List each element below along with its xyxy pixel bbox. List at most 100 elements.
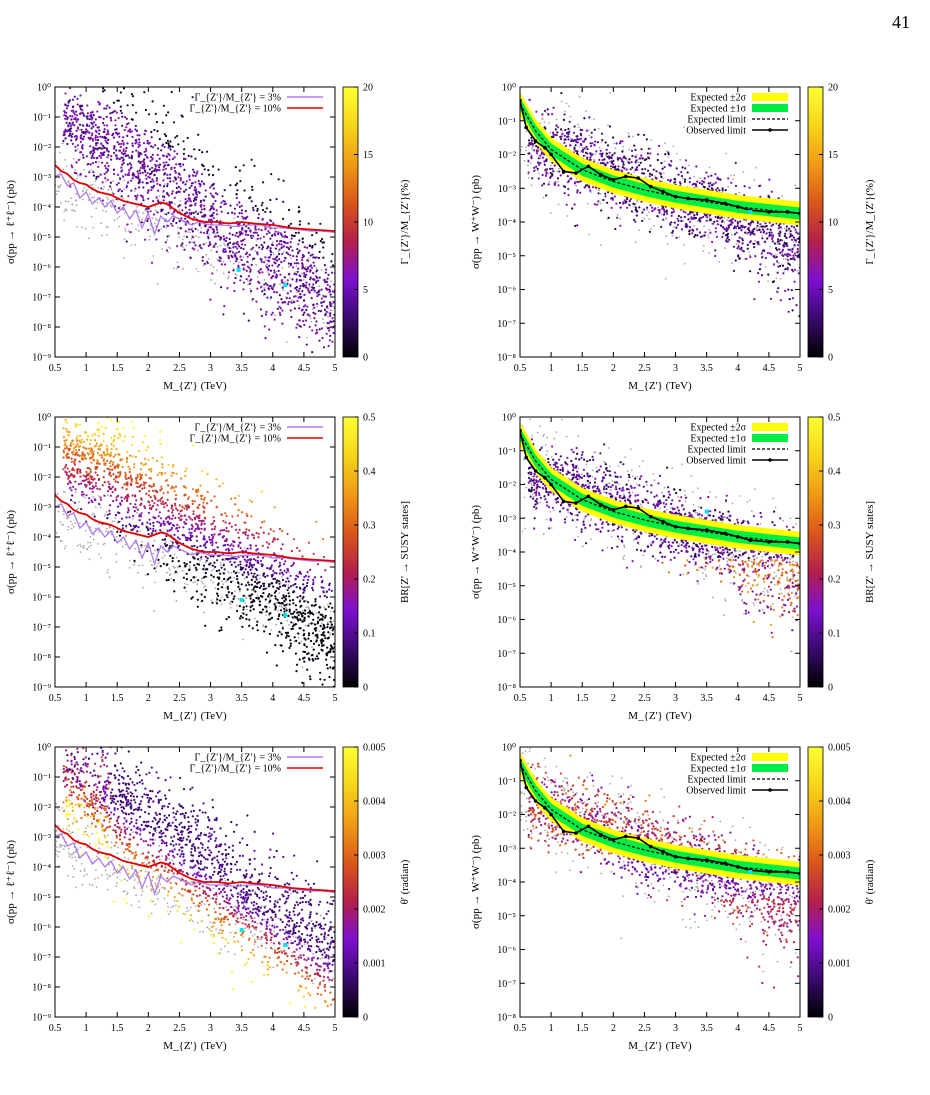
scatter-point [304, 275, 307, 279]
scatter-point [211, 194, 214, 197]
scatter-point [728, 219, 731, 222]
scatter-point [177, 265, 180, 268]
scatter-point [573, 203, 576, 206]
scatter-point [618, 201, 622, 204]
scatter-point [240, 511, 244, 514]
grey-point [748, 251, 750, 253]
scatter-point [264, 210, 267, 213]
scatter-point [771, 237, 774, 240]
grey-point [83, 187, 86, 190]
scatter-point [194, 181, 197, 184]
grey-point [173, 581, 176, 584]
plot-area [520, 90, 800, 318]
scatter-point [576, 152, 579, 155]
scatter-point [753, 298, 756, 301]
scatter-point [286, 242, 289, 245]
scatter-point [166, 182, 169, 186]
scatter-point [567, 127, 570, 131]
grey-point [173, 553, 176, 556]
scatter-point [215, 228, 219, 231]
x-tick-label: 3 [673, 363, 678, 374]
scatter-point [168, 158, 171, 161]
grey-point [210, 264, 212, 267]
grey-point [682, 220, 685, 222]
scatter-point [278, 311, 281, 314]
scatter-point [100, 154, 103, 157]
grey-point [212, 581, 214, 584]
scatter-point [748, 241, 752, 244]
grey-point [55, 532, 58, 535]
grey-point [742, 170, 745, 173]
grey-point [76, 177, 78, 180]
scatter-point [212, 555, 215, 558]
scatter-point [778, 242, 781, 245]
scatter-point [280, 298, 283, 301]
scatter-point [726, 240, 729, 243]
grey-point [230, 572, 233, 574]
grey-point [62, 524, 64, 526]
scatter-point [135, 481, 138, 484]
grey-point [200, 580, 203, 583]
grey-point [106, 494, 109, 497]
scatter-point [661, 207, 664, 210]
grey-point [82, 495, 84, 498]
scatter-point [83, 114, 86, 117]
grey-point [113, 219, 116, 222]
scatter-point [79, 108, 82, 111]
grey-point [88, 558, 91, 561]
scatter-point [131, 104, 134, 107]
grey-point [301, 273, 304, 275]
scatter-point [614, 227, 617, 231]
grey-point [149, 560, 152, 562]
scatter-point [749, 222, 752, 225]
scatter-point [162, 179, 165, 182]
scatter-point [110, 119, 113, 122]
grey-point [278, 605, 281, 607]
scatter-point [101, 90, 105, 93]
scatter-points [62, 87, 335, 354]
scatter-point [286, 279, 289, 282]
grey-point [210, 249, 213, 252]
scatter-point [303, 311, 306, 314]
scatter-point [710, 187, 713, 190]
grey-point [65, 209, 68, 212]
scatter-point [273, 290, 276, 294]
scatter-point [683, 180, 686, 183]
scatter-point [324, 295, 328, 298]
scatter-point [305, 584, 308, 587]
scatter-point [567, 138, 570, 141]
scatter-point [169, 173, 172, 176]
scatter-point [75, 129, 78, 132]
scatter-point [166, 193, 169, 196]
scatter-point [298, 336, 301, 339]
grey-point [693, 175, 696, 178]
scatter-point [785, 243, 788, 246]
grey-point [71, 203, 74, 206]
scatter-point [295, 280, 298, 283]
scatter-point [324, 281, 327, 284]
grey-point [158, 195, 161, 197]
scatter-point [541, 113, 544, 116]
scatter-point [247, 227, 250, 230]
scatter-point [604, 164, 607, 167]
legend-label: Γ_{Z'}/M_{Z'} = 3% [195, 93, 281, 104]
scatter-point [718, 189, 721, 192]
scatter-point [209, 298, 212, 301]
scatter-point [784, 289, 787, 292]
scatter-point [295, 670, 298, 673]
scatter-point [124, 173, 127, 176]
scatter-point [565, 203, 568, 206]
grey-point [124, 203, 127, 206]
grey-point [93, 533, 95, 536]
scatter-point [770, 224, 773, 227]
scatter-point [116, 99, 119, 102]
grey-point [735, 243, 738, 245]
grey-point [103, 515, 106, 518]
scatter-point [242, 268, 245, 271]
grey-point [781, 195, 783, 197]
scatter-point [135, 111, 138, 114]
scatter-point [287, 246, 290, 249]
scatter-point [313, 317, 316, 320]
scatter-point [76, 118, 80, 121]
scatter-point [278, 258, 281, 261]
